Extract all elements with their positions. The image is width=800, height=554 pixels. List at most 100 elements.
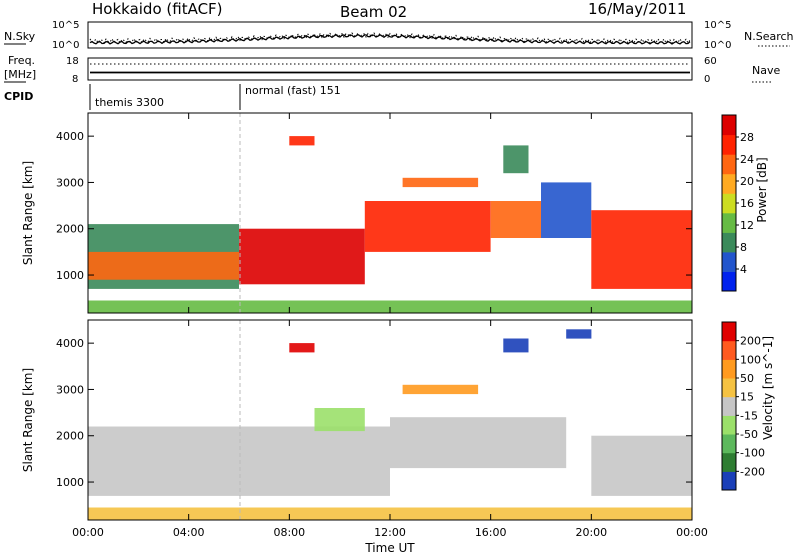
velocity-ytick-label: 3000 bbox=[56, 383, 84, 396]
power-colorbar-tick-label: 20 bbox=[740, 175, 754, 188]
power-colorbar-cell bbox=[722, 115, 736, 136]
power-colorbar-cell bbox=[722, 154, 736, 175]
x-axis-label: Time UT bbox=[364, 541, 415, 554]
radar-title: Hokkaido (fitACF) bbox=[92, 0, 223, 18]
nave-tick-bottom: 0 bbox=[704, 74, 710, 85]
power-colorbar-cell bbox=[722, 271, 736, 292]
power-colorbar-cell bbox=[722, 193, 736, 214]
nsky-tick-bottom: 10^0 bbox=[52, 40, 79, 51]
velocity-colorbar-cell bbox=[722, 378, 736, 398]
cpid-label: CPID bbox=[4, 90, 33, 103]
power-region bbox=[239, 228, 365, 285]
velocity-colorbar-cell bbox=[722, 396, 736, 416]
power-colorbar-tick-label: 4 bbox=[740, 263, 747, 276]
freq-tick-bottom: 8 bbox=[72, 74, 78, 85]
freq-strip bbox=[87, 57, 693, 81]
power-region bbox=[88, 300, 692, 313]
power-colorbar-tick-label: 16 bbox=[740, 197, 754, 210]
power-cells bbox=[88, 136, 692, 313]
power-colorbar-cell bbox=[722, 232, 736, 253]
velocity-yticks: 1000 2000 3000 4000 bbox=[56, 337, 692, 489]
nsky-tick-top: 10^5 bbox=[52, 20, 79, 31]
x-axis-ticks: 00:00 04:00 08:00 12:00 16:00 20:00 00:00 bbox=[72, 113, 708, 539]
velocity-colorbar-tick-label: -100 bbox=[740, 447, 765, 460]
power-ylabel: Slant Range [km] bbox=[21, 161, 35, 265]
velocity-colorbar-label: Velocity [m s^-1] bbox=[761, 336, 775, 440]
power-region bbox=[490, 201, 541, 238]
velocity-panel: 1000 2000 3000 4000 Slant Range [km] 200 100… bbox=[21, 319, 775, 521]
nsearch-tick-bottom: 10^0 bbox=[704, 40, 731, 51]
velocity-colorbar-tick-label: -50 bbox=[740, 428, 758, 441]
freq-tick-top: 18 bbox=[66, 56, 79, 67]
nave-tick-top: 60 bbox=[704, 56, 717, 67]
nsearch-label: N.Search bbox=[744, 30, 794, 43]
power-region bbox=[289, 136, 315, 146]
x-tick-label: 20:00 bbox=[575, 526, 607, 539]
x-tick-label: 04:00 bbox=[173, 526, 205, 539]
velocity-colorbar-tick-label: 50 bbox=[740, 372, 754, 385]
velocity-colorbar: 200 100 50 15 -15 -50 -100 -200 bbox=[721, 321, 765, 491]
velocity-region bbox=[289, 343, 315, 353]
power-region bbox=[541, 182, 592, 238]
x-tick-label: 00:00 bbox=[676, 526, 708, 539]
power-colorbar-cell bbox=[722, 212, 736, 233]
freq-unit: [MHz] bbox=[4, 68, 36, 81]
nsky-label: N.Sky bbox=[4, 30, 36, 43]
velocity-colorbar-cell bbox=[722, 359, 736, 379]
beam-title: Beam 02 bbox=[340, 3, 407, 21]
power-colorbar-label: Power [dB] bbox=[755, 157, 769, 222]
power-region bbox=[402, 177, 479, 188]
nave-label: Nave bbox=[752, 64, 780, 77]
noise-strip bbox=[87, 21, 693, 49]
velocity-colorbar-cell bbox=[722, 434, 736, 454]
velocity-ytick-label: 1000 bbox=[56, 476, 84, 489]
velocity-colorbar-cell bbox=[722, 340, 736, 360]
date-title: 16/May/2011 bbox=[588, 0, 686, 18]
power-ytick-label: 4000 bbox=[56, 130, 84, 143]
power-region bbox=[591, 210, 692, 289]
x-tick-label: 00:00 bbox=[72, 526, 104, 539]
velocity-colorbar-tick-label: -15 bbox=[740, 409, 758, 422]
velocity-colorbar-cell bbox=[722, 452, 736, 472]
velocity-region bbox=[402, 384, 479, 395]
nsearch-tick-top: 10^5 bbox=[704, 20, 731, 31]
nsearch-trace bbox=[89, 32, 691, 44]
x-tick-label: 08:00 bbox=[273, 526, 305, 539]
velocity-ylabel: Slant Range [km] bbox=[21, 368, 35, 472]
power-region bbox=[364, 201, 491, 252]
velocity-region bbox=[390, 417, 567, 469]
velocity-region bbox=[566, 329, 592, 339]
cpid-mode-2: normal (fast) 151 bbox=[245, 84, 341, 97]
velocity-colorbar-frame bbox=[721, 321, 737, 491]
velocity-region bbox=[314, 408, 365, 432]
velocity-region bbox=[503, 338, 529, 353]
velocity-colorbar-cell bbox=[722, 471, 736, 491]
velocity-region bbox=[88, 426, 390, 496]
power-region bbox=[88, 251, 239, 280]
power-colorbar-tick-label: 24 bbox=[740, 153, 754, 166]
power-colorbar-cell bbox=[722, 251, 736, 272]
cpid-mode-1: themis 3300 bbox=[95, 96, 164, 109]
velocity-colorbar-cell bbox=[722, 322, 736, 342]
power-region bbox=[503, 145, 529, 174]
power-ytick-label: 1000 bbox=[56, 269, 84, 282]
power-yticks: 1000 2000 3000 4000 bbox=[56, 130, 692, 282]
power-colorbar-tick-label: 28 bbox=[740, 131, 754, 144]
freq-label: Freq. bbox=[8, 54, 35, 67]
x-tick-label: 16:00 bbox=[475, 526, 507, 539]
velocity-colorbar-tick-label: -200 bbox=[740, 465, 765, 478]
velocity-colorbar-tick-label: 15 bbox=[740, 391, 754, 404]
x-tick-label: 12:00 bbox=[374, 526, 406, 539]
power-colorbar-cell bbox=[722, 173, 736, 194]
power-colorbar-tick-label: 8 bbox=[740, 241, 747, 254]
power-ytick-label: 2000 bbox=[56, 223, 84, 236]
velocity-ytick-label: 4000 bbox=[56, 337, 84, 350]
power-ytick-label: 3000 bbox=[56, 176, 84, 189]
power-colorbar: 28 24 20 16 12 8 4 bbox=[721, 114, 754, 292]
power-panel: 1000 2000 3000 4000 Slant Range [km] 28 24 20… bbox=[21, 112, 769, 314]
power-colorbar-tick-label: 12 bbox=[740, 219, 754, 232]
velocity-colorbar-cell bbox=[722, 415, 736, 435]
velocity-colorbar-tick-label: 100 bbox=[740, 353, 761, 366]
velocity-cells bbox=[88, 329, 692, 520]
